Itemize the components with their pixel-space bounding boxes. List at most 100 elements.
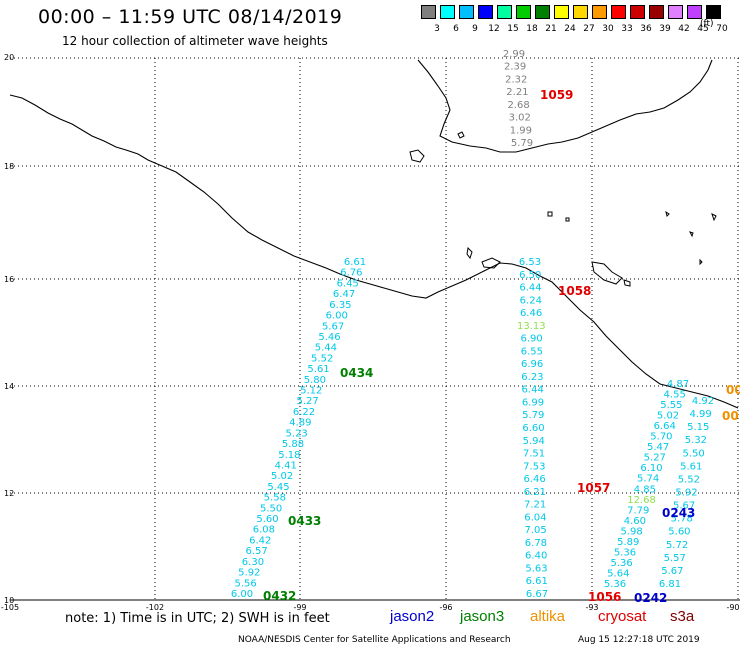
- wave-height-value: 6.81: [659, 579, 681, 590]
- wave-height-value: 5.92: [675, 488, 697, 499]
- wave-height-value: 6.50: [519, 270, 541, 281]
- wave-height-value: 2.99: [503, 49, 525, 60]
- longitude-label: -102: [146, 603, 164, 612]
- wave-height-value: 5.74: [637, 474, 659, 485]
- islands: [409, 131, 717, 287]
- wave-height-value: 7.51: [523, 449, 545, 460]
- pass-time-label: 00: [726, 383, 740, 397]
- legend-label: 6: [453, 24, 459, 34]
- wave-height-value: 2.39: [504, 62, 526, 73]
- wave-height-value: 6.99: [522, 397, 544, 408]
- wave-height-value: 5.55: [660, 400, 682, 411]
- latitude-label: 10: [4, 596, 14, 605]
- longitude-label: -90: [726, 603, 739, 612]
- latitude-label: 12: [4, 489, 14, 498]
- legend-swatch: [478, 5, 493, 19]
- legend-label: 18: [526, 24, 538, 34]
- latitude-label: 20: [4, 53, 14, 62]
- legend-swatch: [535, 5, 550, 19]
- wave-height-value: 6.22: [293, 407, 315, 418]
- wave-height-value: 5.98: [620, 526, 642, 537]
- wave-height-value: 6.55: [521, 346, 543, 357]
- wave-height-value: 4.55: [664, 390, 686, 401]
- wave-height-value: 5.27: [644, 453, 666, 464]
- wave-height-value: 6.44: [519, 283, 541, 294]
- wave-height-value: 5.15: [687, 422, 709, 433]
- latitude-label: 18: [4, 162, 14, 171]
- pass-layer: 0434 0433 0432 1059 1058 1057 1056 0243 0242 00 00: [263, 88, 740, 605]
- legend-label: 30: [602, 24, 614, 34]
- pass-time-label: 1059: [540, 88, 573, 102]
- wave-height-value: 5.79: [511, 138, 533, 149]
- satellite-name: altika: [530, 608, 566, 625]
- graticule: [10, 57, 740, 600]
- wave-height-value: 6.42: [249, 535, 271, 546]
- wave-height-value: 4.92: [692, 396, 714, 407]
- legend-label: 3: [434, 24, 440, 34]
- longitude-label: -93: [585, 603, 598, 612]
- legend-swatch: [421, 5, 436, 19]
- wave-height-value: 5.88: [282, 439, 304, 450]
- wave-height-value: 6.35: [329, 300, 351, 311]
- wave-height-value: 5.52: [311, 353, 333, 364]
- wave-height-value: 5.70: [650, 432, 672, 443]
- track-layer: 6.616.766.456.476.356.005.675.465.445.52…: [231, 49, 714, 600]
- wave-height-value: 5.92: [238, 568, 260, 579]
- wave-height-value: 5.12: [300, 386, 322, 397]
- wave-height-value: 6.47: [333, 289, 355, 300]
- wave-height-value: 5.64: [607, 568, 629, 579]
- wave-height-value: 6.10: [640, 463, 662, 474]
- legend-label: 45: [697, 24, 709, 34]
- legend-label: 39: [659, 24, 671, 34]
- pass-time-label: 1058: [558, 284, 591, 298]
- wave-height-value: 5.27: [296, 396, 318, 407]
- footer-note: note: 1) Time is in UTC; 2) SWH is in fe…: [65, 611, 330, 626]
- wave-height-value: 7.79: [627, 505, 649, 516]
- wave-height-value: 6.78: [525, 538, 547, 549]
- wave-height-value: 5.23: [286, 428, 308, 439]
- wave-height-value: 6.90: [520, 334, 542, 345]
- wave-height-value: 6.96: [521, 359, 543, 370]
- wave-height-value: 6.21: [524, 487, 546, 498]
- wave-height-value: 5.50: [260, 503, 282, 514]
- wave-height-value: 5.02: [271, 471, 293, 482]
- coastline-gulf: [417, 59, 713, 153]
- wave-height-value: 6.53: [519, 257, 541, 268]
- wave-height-value: 2.21: [506, 87, 528, 98]
- wave-height-value: 6.64: [654, 421, 676, 432]
- pass-time-label: 0433: [288, 514, 321, 528]
- latitude-label: 16: [4, 275, 14, 284]
- wave-height-value: 6.08: [253, 525, 275, 536]
- legend-swatch: [630, 5, 645, 19]
- wave-height-value: 6.57: [245, 546, 267, 557]
- pass-time-label: 1056: [588, 590, 621, 604]
- pass-time-label: 1057: [577, 481, 610, 495]
- wave-height-value: 5.79: [522, 410, 544, 421]
- legend-swatch: [668, 5, 683, 19]
- legend-swatch: [611, 5, 626, 19]
- wave-height-value: 5.52: [678, 474, 700, 485]
- wave-height-value: 6.61: [344, 257, 366, 268]
- legend-label: 36: [640, 24, 652, 34]
- wave-height-value: 13.13: [517, 321, 546, 332]
- legend-label: 15: [507, 24, 519, 34]
- wave-height-value: 7.05: [525, 525, 547, 536]
- wave-height-value: 7.53: [523, 461, 545, 472]
- wave-height-value: 5.61: [680, 461, 702, 472]
- legend-swatch: [592, 5, 607, 19]
- wave-height-value: 6.76: [340, 268, 362, 279]
- legend-swatch: [706, 5, 721, 19]
- wave-height-value: 5.58: [264, 493, 286, 504]
- legend-swatch: [573, 5, 588, 19]
- axis-labels: 20 18 16 14 12 10-105 -102 -99 -96 -93 -90: [1, 53, 740, 612]
- wave-height-value: 6.67: [526, 589, 548, 600]
- longitude-label: -96: [439, 603, 452, 612]
- wave-height-value: 4.85: [634, 484, 656, 495]
- wave-height-value: 2.68: [507, 100, 529, 111]
- wave-height-value: 6.24: [520, 295, 542, 306]
- legend-label: 33: [621, 24, 633, 34]
- wave-height-value: 5.56: [235, 578, 257, 589]
- wave-height-value: 5.67: [322, 321, 344, 332]
- wave-height-value: 5.57: [664, 553, 686, 564]
